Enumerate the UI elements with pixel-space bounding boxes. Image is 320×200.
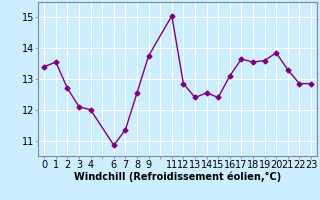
X-axis label: Windchill (Refroidissement éolien,°C): Windchill (Refroidissement éolien,°C): [74, 172, 281, 182]
